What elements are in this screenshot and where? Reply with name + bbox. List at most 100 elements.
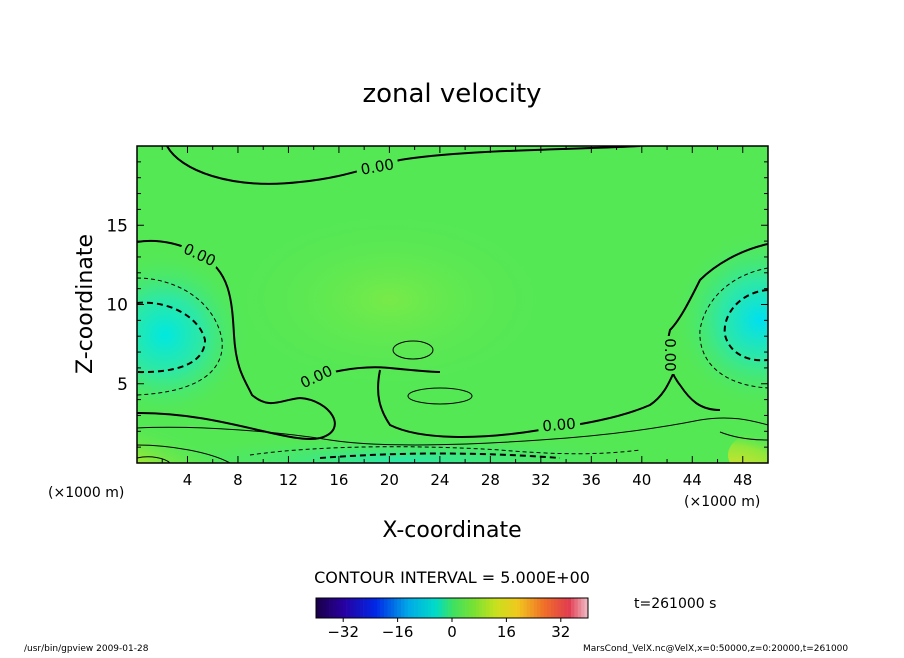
colorbar-cell [319, 598, 323, 618]
colorbar-cell [568, 598, 572, 618]
colorbar-cell [357, 598, 361, 618]
x-tick-label: 32 [531, 471, 550, 489]
colorbar-cell [340, 598, 344, 618]
colorbar-cell [425, 598, 429, 618]
colorbar-cell [557, 598, 561, 618]
colorbar-cell [384, 598, 388, 618]
colorbar-cell [479, 598, 483, 618]
colorbar-cell [503, 598, 507, 618]
colorbar-cell [408, 598, 412, 618]
colorbar-cell [554, 598, 558, 618]
colorbar-tick-label: −16 [382, 623, 414, 641]
y-tick-label: 5 [117, 375, 128, 395]
colorbar-cell [459, 598, 463, 618]
colorbar-cell [330, 598, 334, 618]
colorbar-cell [370, 598, 374, 618]
x-tick-label: 12 [279, 471, 298, 489]
colorbar-cell [445, 598, 449, 618]
colorbar-cell [581, 598, 585, 618]
x-unit-label-left: (×1000 m) [48, 485, 124, 501]
footer-right: MarsCond_VelX.nc@VelX,x=0:50000,z=0:2000… [583, 644, 848, 654]
colorbar-cell [578, 598, 582, 618]
colorbar-cell [469, 598, 473, 618]
colorbar-cell [377, 598, 381, 618]
colorbar-cell [333, 598, 337, 618]
chart-title: zonal velocity [362, 79, 541, 109]
colorbar-cell [510, 598, 514, 618]
contour-label-right: 0.00 [661, 338, 679, 371]
colorbar-cell [574, 598, 578, 618]
colorbar-cell [534, 598, 538, 618]
x-tick-label: 44 [683, 471, 702, 489]
colorbar-cell [517, 598, 521, 618]
contour-label-lower: 0.00 [542, 415, 577, 436]
colorbar-cell [513, 598, 517, 618]
colorbar-cell [415, 598, 419, 618]
colorbar-cell [398, 598, 402, 618]
colorbar-cell [523, 598, 527, 618]
colorbar-cell [520, 598, 524, 618]
colorbar-cell [483, 598, 487, 618]
colorbar-cell [564, 598, 568, 618]
colorbar-cell [455, 598, 459, 618]
y-tick-label: 10 [106, 296, 128, 316]
colorbar [316, 598, 588, 618]
x-tick-label: 28 [481, 471, 500, 489]
colorbar-cell [347, 598, 351, 618]
colorbar-cell [411, 598, 415, 618]
x-tick-label: 48 [733, 471, 752, 489]
colorbar-cell [496, 598, 500, 618]
colorbar-cell [476, 598, 480, 618]
colorbar-cell [489, 598, 493, 618]
colorbar-cell [343, 598, 347, 618]
colorbar-cell [367, 598, 371, 618]
contour-interval: CONTOUR INTERVAL = 5.000E+00 [314, 568, 590, 587]
colorbar-cell [364, 598, 368, 618]
colorbar-cell [506, 598, 510, 618]
colorbar-cell [561, 598, 565, 618]
x-tick-label: 36 [582, 471, 601, 489]
colorbar-cell [571, 598, 575, 618]
colorbar-cell [394, 598, 398, 618]
colorbar-cell [360, 598, 364, 618]
colorbar-cell [462, 598, 466, 618]
colorbar-tick-label: 0 [447, 623, 457, 641]
footer-left: /usr/bin/gpview 2009-01-28 [24, 644, 149, 654]
y-tick-label: 15 [106, 216, 128, 236]
colorbar-cell [391, 598, 395, 618]
colorbar-cell [421, 598, 425, 618]
time-label: t=261000 s [634, 596, 716, 612]
colorbar-cell [435, 598, 439, 618]
colorbar-ticks: −32 −16 0 16 32 [327, 618, 570, 641]
colorbar-cell [500, 598, 504, 618]
x-tick-label: 16 [329, 471, 348, 489]
colorbar-cell [323, 598, 327, 618]
colorbar-cell [428, 598, 432, 618]
x-tick-label: 20 [380, 471, 399, 489]
colorbar-cell [353, 598, 357, 618]
colorbar-cell [442, 598, 446, 618]
colorbar-cell [540, 598, 544, 618]
colorbar-cell [449, 598, 453, 618]
x-tick-label: 24 [430, 471, 449, 489]
colorbar-cell [530, 598, 534, 618]
colorbar-cell [326, 598, 330, 618]
colorbar-cell [432, 598, 436, 618]
colorbar-cell [438, 598, 442, 618]
colorbar-cell [493, 598, 497, 618]
colorbar-cell [336, 598, 340, 618]
colorbar-tick-label: 16 [497, 623, 516, 641]
colorbar-cell [418, 598, 422, 618]
colorbar-tick-label: −32 [327, 623, 359, 641]
x-tick-label: 4 [183, 471, 193, 489]
colorbar-cell [547, 598, 551, 618]
colorbar-cell [350, 598, 354, 618]
heatmap-field: 0.00 0.00 0.00 0.00 0.00 [17, 146, 850, 518]
colorbar-cell [381, 598, 385, 618]
colorbar-cell [527, 598, 531, 618]
colorbar-cell [486, 598, 490, 618]
colorbar-cell [551, 598, 555, 618]
colorbar-tick-label: 32 [551, 623, 570, 641]
